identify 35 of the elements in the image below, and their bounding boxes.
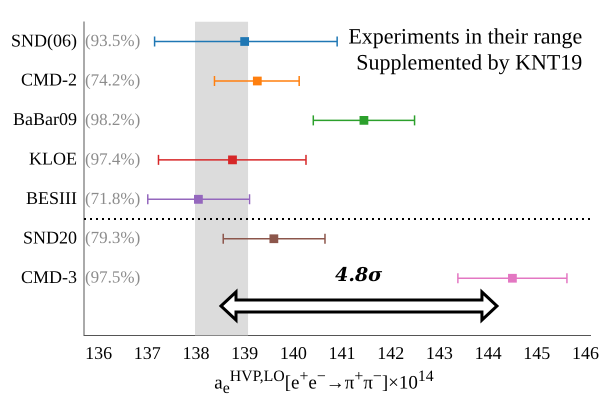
annotation: (97.4%) <box>84 149 140 168</box>
x-tick-label: 140 <box>280 342 307 363</box>
y-tick-label: BESIII <box>26 188 77 208</box>
x-tick-label: 142 <box>377 342 404 363</box>
y-tick-label: KLOE <box>28 148 77 169</box>
text: Experiments in their range Supplemented by KNT19 <box>348 24 582 75</box>
point <box>269 234 278 244</box>
x-tick-label: 141 <box>328 342 356 363</box>
annotation: (74.2%) <box>84 70 140 90</box>
point <box>252 76 262 86</box>
y-tick-label: CMD-3 <box>20 266 77 287</box>
annotation: (79.3%) <box>84 228 140 248</box>
x-tick-label: 143 <box>426 342 453 363</box>
annotation: (71.8%) <box>84 188 140 208</box>
y-tick-label: SND20 <box>22 227 77 248</box>
point <box>360 116 368 125</box>
point <box>194 194 203 204</box>
x-tick-label: 136 <box>85 342 112 363</box>
x-tick-label: 139 <box>231 342 258 363</box>
text: a$_{e}$$^{HVP,LO}$[e$^{+}$e$^{−}$→π$^{+}$π$^{−}$]×10$^{14}$ <box>214 368 434 398</box>
point <box>508 274 517 283</box>
annotation: (98.2%) <box>84 110 140 129</box>
annotation: (93.5%) <box>84 30 140 50</box>
y-tick-label: SND(06) <box>10 30 77 50</box>
y-tick-label: CMD-2 <box>20 70 77 90</box>
point <box>228 155 237 164</box>
x-tick-label: 144 <box>474 342 502 363</box>
annotation: 4.8σ <box>334 264 384 286</box>
x-tick-label: 146 <box>572 342 599 363</box>
annotation: (97.5%) <box>84 268 140 287</box>
x-tick-label: 137 <box>134 342 161 363</box>
x-tick-label: 138 <box>182 342 210 363</box>
x-tick-label: 145 <box>523 342 550 363</box>
y-tick-label: BaBar09 <box>13 109 77 130</box>
point <box>240 37 250 46</box>
